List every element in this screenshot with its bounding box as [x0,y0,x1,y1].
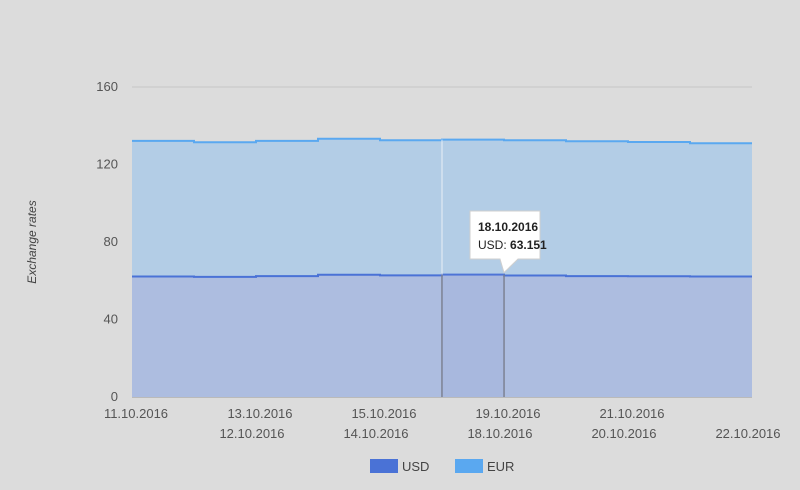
x-tick-label: 14.10.2016 [343,426,408,441]
legend-swatch-usd [370,459,398,473]
x-tick-label: 20.10.2016 [591,426,656,441]
legend-swatch-eur [455,459,483,473]
legend-label-eur: EUR [487,459,514,474]
y-tick-40: 40 [104,312,118,327]
x-tick-label: 15.10.2016 [351,406,416,421]
y-axis-title: Exchange rates [25,200,39,283]
hover-band [442,274,504,397]
legend-item-usd[interactable]: USD [370,459,429,474]
x-axis-ticks: 11.10.2016 12.10.2016 13.10.2016 14.10.2016… [104,406,781,441]
y-tick-160: 160 [96,79,118,94]
x-tick-label: 22.10.2016 [715,426,780,441]
legend-label-usd: USD [402,459,429,474]
tooltip-series-label: USD: [478,238,510,252]
x-tick-label: 12.10.2016 [219,426,284,441]
legend-item-eur[interactable]: EUR [455,459,514,474]
y-tick-0: 0 [111,389,118,404]
tooltip: 18.10.2016 USD: 63.151 [469,210,547,274]
y-tick-80: 80 [104,234,118,249]
x-tick-label: 21.10.2016 [599,406,664,421]
x-tick-label: 11.10.2016 [104,406,168,421]
tooltip-date: 18.10.2016 [478,220,538,234]
tooltip-series-value: 63.151 [510,238,547,252]
x-tick-label: 13.10.2016 [227,406,292,421]
x-tick-label: 18.10.2016 [467,426,532,441]
y-tick-120: 120 [96,157,118,172]
crosshair [441,139,505,397]
y-axis-ticks: 0 40 80 120 160 [96,79,118,404]
tooltip-value: USD: 63.151 [478,238,547,252]
tooltip-box [469,210,541,274]
legend[interactable]: USD EUR [370,459,514,474]
x-tick-label: 19.10.2016 [475,406,540,421]
